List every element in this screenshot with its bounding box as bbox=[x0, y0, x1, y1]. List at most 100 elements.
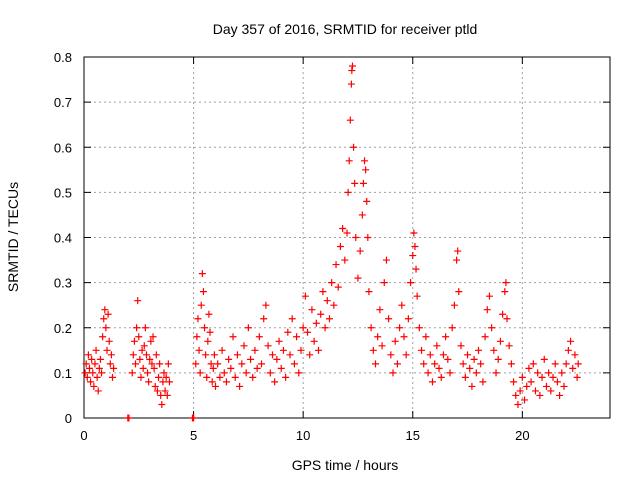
data-point bbox=[411, 243, 419, 251]
data-point bbox=[106, 360, 114, 368]
data-point bbox=[507, 360, 515, 368]
y-tick-label: 0.6 bbox=[54, 140, 72, 155]
data-point bbox=[242, 369, 250, 377]
data-point bbox=[102, 324, 110, 332]
data-point bbox=[308, 306, 316, 314]
data-point bbox=[439, 351, 447, 359]
data-point bbox=[344, 188, 352, 196]
data-point bbox=[258, 360, 266, 368]
data-point bbox=[104, 310, 112, 318]
data-point bbox=[293, 333, 301, 341]
data-point bbox=[435, 364, 443, 372]
data-point bbox=[247, 355, 255, 363]
data-point bbox=[385, 315, 393, 323]
data-point bbox=[549, 373, 557, 381]
data-point bbox=[448, 324, 456, 332]
data-point bbox=[352, 234, 360, 241]
data-point bbox=[207, 360, 215, 368]
data-point bbox=[371, 360, 379, 368]
data-point bbox=[206, 328, 214, 336]
data-point bbox=[545, 369, 553, 377]
data-point bbox=[204, 337, 212, 345]
data-point bbox=[499, 310, 507, 318]
data-point bbox=[244, 324, 252, 332]
data-point bbox=[107, 351, 115, 359]
data-point bbox=[339, 224, 347, 232]
data-point bbox=[494, 355, 502, 363]
data-point bbox=[418, 346, 426, 354]
data-point bbox=[369, 346, 377, 354]
data-point bbox=[216, 373, 224, 381]
data-point bbox=[203, 373, 211, 381]
data-point bbox=[354, 274, 362, 282]
data-point bbox=[492, 369, 500, 377]
data-point bbox=[286, 351, 294, 359]
data-point bbox=[345, 157, 353, 165]
data-point bbox=[236, 382, 244, 390]
data-point bbox=[158, 400, 166, 408]
data-point bbox=[450, 301, 458, 309]
data-point bbox=[253, 364, 261, 372]
data-point bbox=[479, 378, 487, 386]
data-point bbox=[125, 414, 133, 422]
data-point bbox=[525, 364, 533, 372]
data-point bbox=[136, 355, 144, 363]
data-point bbox=[472, 369, 480, 377]
data-point bbox=[139, 364, 147, 372]
data-point bbox=[350, 143, 358, 151]
data-point bbox=[481, 333, 489, 341]
data-point bbox=[87, 378, 95, 386]
plot-border bbox=[83, 56, 611, 419]
y-tick-label: 0.3 bbox=[54, 276, 72, 291]
data-point bbox=[82, 360, 90, 368]
data-point bbox=[534, 369, 542, 377]
data-point bbox=[529, 360, 537, 368]
data-point bbox=[162, 373, 170, 381]
y-tick-label: 0.2 bbox=[54, 321, 72, 336]
data-point bbox=[260, 315, 268, 323]
data-point bbox=[477, 360, 485, 368]
data-point bbox=[415, 324, 423, 332]
x-tick-label: 15 bbox=[406, 428, 420, 443]
x-tick-label: 0 bbox=[80, 428, 87, 443]
data-point bbox=[321, 324, 329, 332]
data-point bbox=[574, 360, 582, 368]
data-point bbox=[317, 310, 325, 318]
data-point bbox=[152, 351, 160, 359]
data-point bbox=[209, 364, 217, 372]
data-point bbox=[288, 315, 296, 323]
data-point bbox=[165, 378, 173, 386]
data-point bbox=[567, 337, 575, 345]
data-point bbox=[437, 373, 445, 381]
data-point bbox=[527, 378, 535, 386]
data-point bbox=[547, 387, 555, 395]
data-point bbox=[310, 337, 318, 345]
data-point bbox=[146, 355, 154, 363]
data-point bbox=[151, 382, 159, 390]
data-point bbox=[330, 301, 338, 309]
data-point bbox=[404, 315, 412, 323]
data-point bbox=[376, 306, 384, 314]
data-point bbox=[361, 157, 369, 165]
data-point bbox=[455, 288, 463, 296]
data-point bbox=[382, 256, 390, 264]
data-point bbox=[240, 342, 248, 350]
data-point bbox=[433, 342, 441, 350]
data-point bbox=[347, 80, 355, 88]
data-point bbox=[516, 387, 524, 395]
data-point bbox=[142, 351, 150, 359]
data-point bbox=[145, 378, 153, 386]
data-point bbox=[157, 391, 165, 399]
data-point bbox=[422, 333, 430, 341]
data-point bbox=[81, 369, 89, 377]
data-point bbox=[222, 378, 230, 386]
data-point bbox=[255, 333, 263, 341]
data-point bbox=[323, 297, 331, 305]
data-point bbox=[501, 288, 509, 296]
data-point bbox=[325, 315, 333, 323]
data-point bbox=[134, 297, 142, 305]
data-point bbox=[193, 333, 201, 341]
data-point bbox=[238, 360, 246, 368]
data-point bbox=[149, 333, 157, 341]
data-point bbox=[275, 337, 283, 345]
